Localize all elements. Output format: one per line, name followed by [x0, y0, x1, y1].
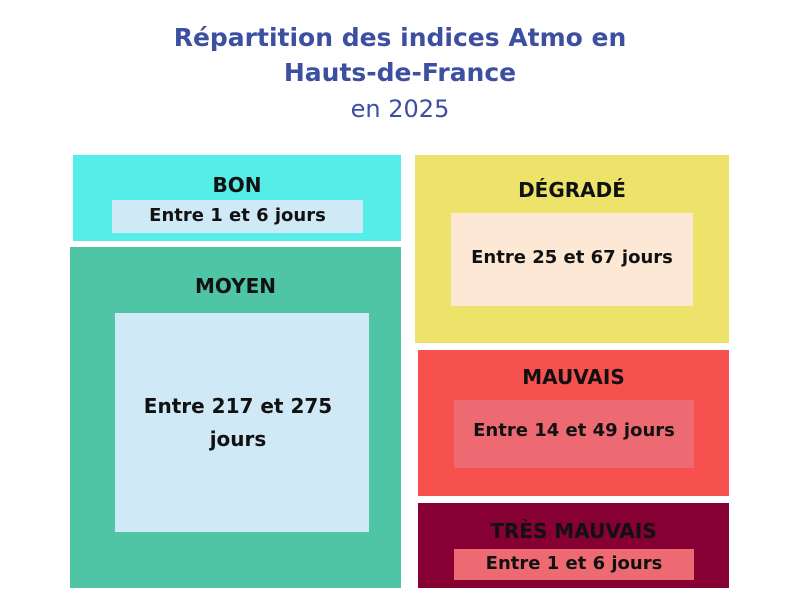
value-degrade: Entre 25 et 67 jours — [471, 247, 673, 268]
label-bon: BON — [212, 173, 262, 197]
value-tres-mauvais: Entre 1 et 6 jours — [485, 553, 663, 574]
title-line-1: Répartition des indices Atmo en — [173, 23, 627, 52]
panel-moyen: MOYEN Entre 217 et 275 jours — [70, 247, 401, 588]
panel-bon: BON Entre 1 et 6 jours — [73, 155, 401, 241]
panel-tres-mauvais: TRÈS MAUVAIS Entre 1 et 6 jours — [418, 503, 729, 588]
label-moyen: MOYEN — [194, 274, 277, 298]
value-mauvais: Entre 14 et 49 jours — [473, 420, 675, 441]
label-mauvais: MAUVAIS — [522, 365, 625, 389]
subtitle: en 2025 — [350, 95, 450, 123]
panel-mauvais: MAUVAIS Entre 14 et 49 jours — [418, 350, 729, 496]
value-box-tres-mauvais: Entre 1 et 6 jours — [454, 549, 694, 580]
value-box-mauvais: Entre 14 et 49 jours — [454, 400, 694, 468]
label-degrade: DÉGRADÉ — [518, 178, 626, 202]
label-tres-mauvais: TRÈS MAUVAIS — [490, 519, 657, 543]
value-bon: Entre 1 et 6 jours — [149, 205, 326, 226]
panel-degrade: DÉGRADÉ Entre 25 et 67 jours — [415, 155, 729, 343]
value-box-bon: Entre 1 et 6 jours — [112, 200, 363, 233]
title-line-2: Hauts-de-France — [283, 58, 517, 87]
value-moyen: Entre 217 et 275 jours — [143, 394, 333, 451]
value-box-degrade: Entre 25 et 67 jours — [451, 213, 693, 306]
value-box-moyen: Entre 217 et 275 jours — [115, 313, 369, 532]
